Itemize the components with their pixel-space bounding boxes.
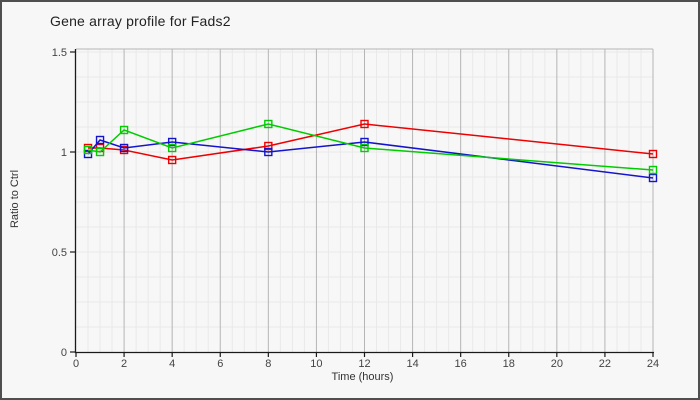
x-tick-label: 0 — [73, 358, 79, 370]
x-axis-title: Time (hours) — [331, 371, 394, 383]
series-green — [83, 119, 658, 175]
series-green-marker — [360, 143, 369, 153]
x-tick-label: 24 — [647, 358, 659, 370]
x-tick-label: 2 — [121, 358, 127, 370]
x-tick-label: 6 — [217, 358, 223, 370]
x-tick-label: 4 — [169, 358, 175, 370]
series-green-marker — [167, 143, 177, 153]
x-tick-label: 14 — [406, 358, 418, 370]
series-red-marker — [360, 119, 369, 129]
x-tick-label: 12 — [358, 358, 370, 370]
gridlines — [76, 48, 654, 352]
series-green-marker — [83, 145, 93, 155]
series-red-marker — [167, 155, 177, 165]
y-axis: 0 0.5 1 1.5 — [52, 47, 77, 359]
series-red-marker — [648, 149, 658, 159]
series-blue-marker — [648, 173, 658, 183]
series-green-marker — [95, 147, 105, 157]
y-axis-title: Ratio to Ctrl — [9, 169, 21, 229]
x-tick-label: 8 — [265, 358, 271, 370]
chart-title: Gene array profile for Fads2 — [50, 13, 231, 29]
series-blue-marker — [95, 135, 105, 145]
series-green-marker — [119, 125, 129, 135]
y-tick-label: 0 — [61, 347, 67, 359]
series-green-marker — [648, 165, 658, 175]
series-blue-marker — [167, 137, 177, 147]
series-green-marker — [264, 119, 273, 129]
y-tick-label: 1 — [61, 147, 67, 159]
x-tick-label: 20 — [551, 358, 563, 370]
series-red-marker — [264, 141, 273, 151]
x-tick-label: 22 — [599, 358, 611, 370]
x-tick-label: 18 — [503, 358, 515, 370]
x-axis: 0 2 4 6 8 10 12 14 16 18 20 22 24 — [73, 351, 659, 370]
y-tick-label: 0.5 — [52, 247, 67, 259]
x-tick-label: 10 — [310, 358, 322, 370]
series-blue-marker — [360, 137, 369, 147]
y-tick-label: 1.5 — [52, 47, 67, 59]
series-blue-marker — [264, 147, 273, 157]
series-blue-marker — [119, 143, 129, 153]
x-tick-label: 16 — [455, 358, 467, 370]
